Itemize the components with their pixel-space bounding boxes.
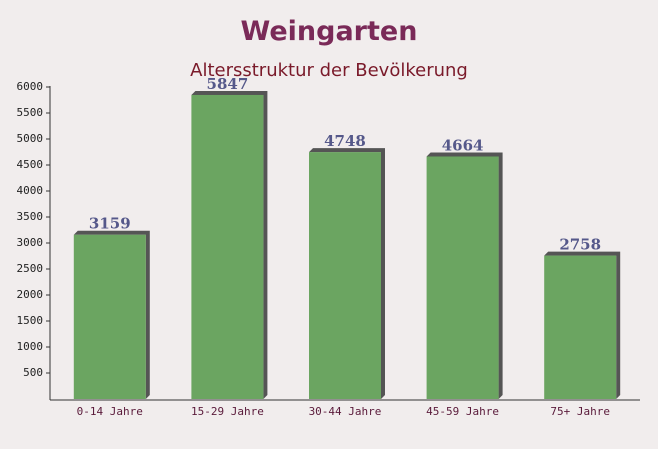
y-tick-label: 3500: [17, 210, 44, 223]
y-tick-label: 3000: [17, 236, 44, 249]
y-tick-label: 4000: [17, 184, 44, 197]
value-label: 4748: [324, 132, 366, 150]
y-tick-label: 6000: [17, 80, 44, 93]
x-tick-label: 0-14 Jahre: [77, 405, 143, 418]
bar: [309, 152, 381, 399]
x-tick-label: 15-29 Jahre: [191, 405, 264, 418]
y-tick-label: 5000: [17, 132, 44, 145]
bar: [191, 94, 264, 400]
x-tick-label: 30-44 Jahre: [309, 405, 382, 418]
value-label: 2758: [559, 236, 601, 254]
y-tick-label: 1500: [17, 314, 44, 327]
x-tick-label: 75+ Jahre: [550, 405, 610, 418]
value-label: 5847: [207, 75, 249, 93]
x-tick-label: 45-59 Jahre: [426, 405, 499, 418]
bar: [73, 234, 146, 399]
value-label: 4664: [442, 136, 484, 154]
y-tick-label: 5500: [17, 106, 44, 119]
y-tick-label: 1000: [17, 340, 44, 353]
y-tick-label: 2500: [17, 262, 44, 275]
y-tick-label: 4500: [17, 158, 44, 171]
y-tick-label: 2000: [17, 288, 44, 301]
chart-title: Weingarten: [241, 16, 418, 47]
bar: [544, 255, 617, 399]
chart-subtitle: Altersstruktur der Bevölkerung: [190, 60, 468, 81]
y-tick-label: 500: [23, 366, 43, 379]
value-label: 3159: [89, 215, 131, 233]
bar: [426, 156, 499, 399]
